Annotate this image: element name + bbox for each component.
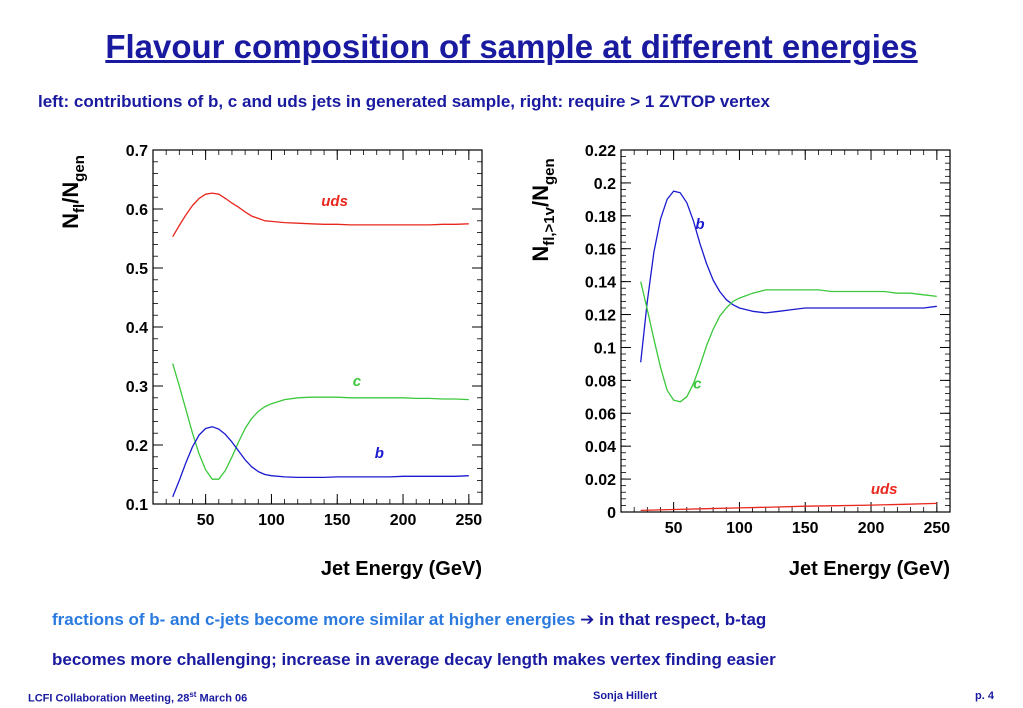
x-tick-label: 200 [858,520,885,537]
y-tick-label: 0.2 [126,438,148,455]
footer-left-prefix: LCFI Collaboration Meeting, 28 [28,692,190,705]
y-label-sub-1: fl [71,204,88,213]
y-tick-label: 0.7 [126,143,148,160]
footer-left-suffix: March 06 [196,692,248,705]
series-line-uds [172,192,469,238]
x-axis-label: Jet Energy (GeV) [321,558,482,580]
y-label-main: N [528,246,553,262]
y-tick-label: 0.04 [585,439,616,456]
x-tick-label: 100 [258,512,285,529]
x-tick-label: 150 [792,520,819,537]
y-label-sub-2: gen [541,158,558,185]
series-line-b [640,190,937,363]
y-axis-label: Nfl/Ngen [58,155,88,229]
series-label-b: b [695,216,704,233]
y-tick-label: 0.18 [585,209,616,226]
note-line-2: becomes more challenging; increase in av… [52,650,776,669]
y-tick-label: 0.2 [594,176,616,193]
y-tick-label: 0.08 [585,373,616,390]
y-tick-label: 0.4 [126,320,148,337]
y-tick-label: 0 [607,505,616,522]
y-tick-label: 0.06 [585,406,616,423]
x-tick-label: 250 [923,520,950,537]
y-label-sep: /N [528,185,553,207]
y-tick-label: 0.1 [126,497,148,514]
y-axis-label: Nfl,>1v/Ngen [528,158,558,261]
footer-center: Sonja Hillert [593,690,658,702]
series-label-c: c [693,376,702,393]
series-label-uds: uds [871,481,898,498]
y-label-main: N [58,213,83,229]
footer-right: p. 4 [975,690,994,702]
x-axis-label: Jet Energy (GeV) [789,558,950,580]
plot-left: 0.1 0.2 0.3 0.4 0.5 0.6 0.7 50 100 150 200 250 Jet E… [58,143,483,580]
note-line-1-part-2: in that respect, b-tag [599,610,767,629]
y-tick-label: 0.16 [585,242,616,259]
y-tick-label: 0.1 [594,340,616,357]
x-tick-label: 100 [726,520,753,537]
series-label-uds: uds [321,193,348,210]
note-line-1-part-1: fractions of b- and c-jets become more s… [52,610,576,629]
y-label-sub-1: fl,>1v [541,206,558,245]
y-label-sep: /N [58,182,83,204]
y-tick-label: 0.12 [585,308,616,325]
plot-frame-right [620,149,951,513]
series-label-b: b [375,445,384,462]
series-line-c [172,363,469,480]
y-tick-label: 0.5 [126,261,148,278]
plot-right: 0 0.02 0.04 0.06 0.08 0.1 0.12 0.14 0.16 0.18 0.2 0… [528,143,951,580]
slide-title: Flavour composition of sample at differe… [105,28,918,65]
series-label-c: c [353,373,362,390]
y-tick-label: 0.02 [585,472,616,489]
x-tick-label: 150 [324,512,351,529]
note-line-1: fractions of b- and c-jets become more s… [52,610,766,630]
y-tick-label: 0.6 [126,202,148,219]
footer-left: LCFI Collaboration Meeting, 28st March 0… [28,690,247,705]
footer-left-sup: st [189,690,197,699]
series-line-b [172,426,469,498]
arrow-right-icon: ➔ [580,610,595,630]
x-tick-label: 50 [665,520,683,537]
x-tick-label: 50 [197,512,215,529]
series-line-uds [640,502,937,512]
plot-frame-left [152,149,483,505]
y-label-sub-2: gen [71,155,88,182]
slide-subtitle: left: contributions of b, c and uds jets… [38,92,770,111]
y-tick-label: 0.3 [126,379,148,396]
x-tick-label: 200 [390,512,417,529]
series-line-c [640,281,937,403]
x-tick-label: 250 [455,512,482,529]
y-tick-label: 0.14 [585,275,616,292]
y-tick-label: 0.22 [585,143,616,160]
